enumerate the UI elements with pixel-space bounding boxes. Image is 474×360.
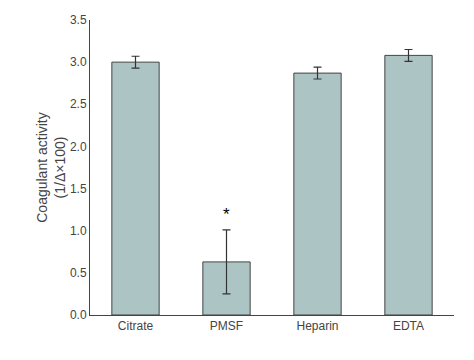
svg-text:Citrate: Citrate (118, 319, 154, 333)
svg-text:Heparin: Heparin (296, 319, 338, 333)
svg-text:0.5: 0.5 (70, 266, 87, 280)
svg-text:3.5: 3.5 (70, 13, 87, 27)
svg-text:0.0: 0.0 (70, 308, 87, 322)
svg-text:PMSF: PMSF (210, 319, 243, 333)
svg-text:1.0: 1.0 (70, 224, 87, 238)
svg-text:2.5: 2.5 (70, 97, 87, 111)
svg-text:3.0: 3.0 (70, 55, 87, 69)
svg-text:2.0: 2.0 (70, 140, 87, 154)
svg-text:EDTA: EDTA (393, 319, 424, 333)
svg-text:*: * (223, 205, 230, 224)
svg-text:Coagulant activity(1/Δ×100): Coagulant activity(1/Δ×100) (34, 112, 68, 223)
svg-text:1.5: 1.5 (70, 182, 87, 196)
